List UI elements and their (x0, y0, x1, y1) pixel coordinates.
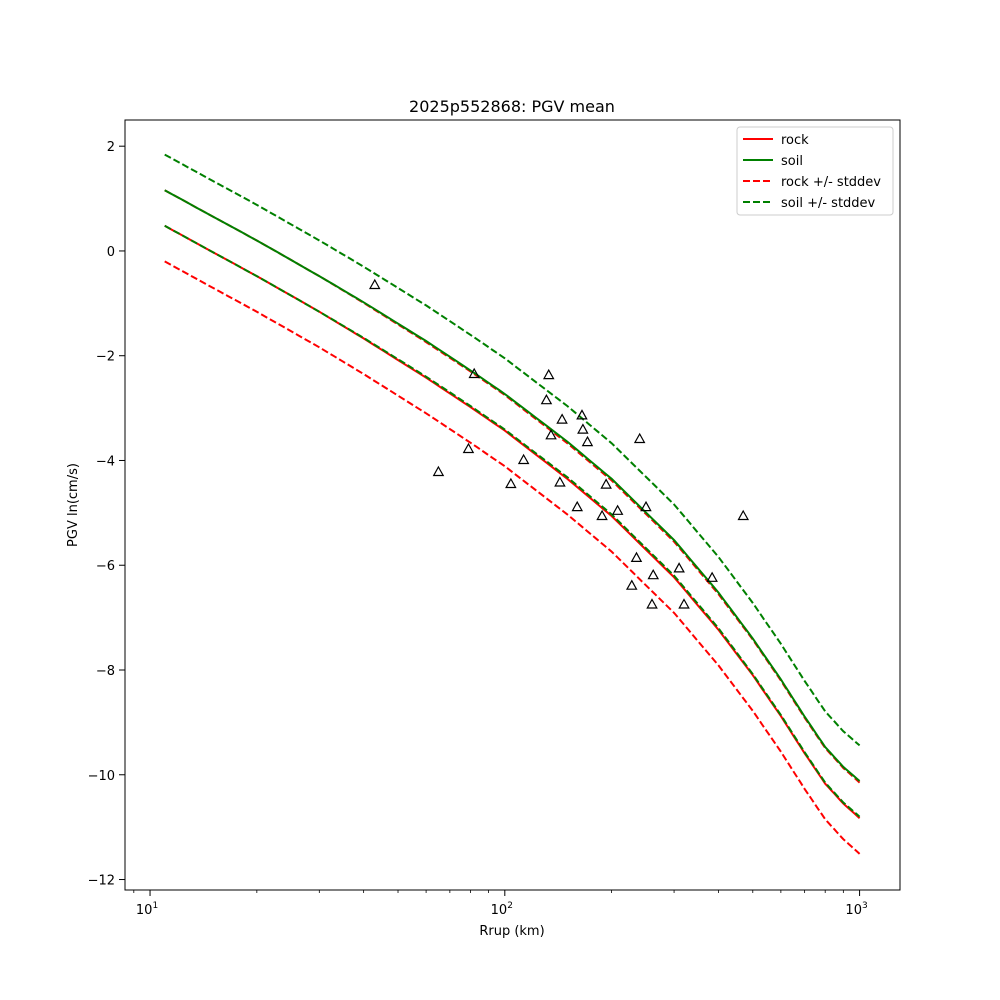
series-line-rock_minus_stddev (164, 260, 861, 855)
legend: rock soil rock +/- stddev soil +/- stddev (736, 126, 894, 216)
series-line-soil_minus_stddev (164, 224, 861, 818)
observation-point (706, 571, 718, 582)
series-layer (164, 153, 861, 855)
observation-point (545, 429, 557, 440)
legend-label: rock +/- stddev (781, 175, 881, 190)
chart-title: 2025p552868: PGV mean (409, 97, 615, 116)
y-tick-label: 0 (107, 245, 115, 260)
observation-point (542, 368, 555, 380)
y-tick-label: −10 (88, 769, 115, 784)
observation-point (640, 500, 652, 512)
x-tick-label: 102 (491, 901, 513, 918)
plot-area (124, 119, 901, 891)
observation-point (432, 465, 445, 477)
y-tick-label: −6 (96, 559, 115, 574)
legend-label: soil (781, 154, 803, 169)
legend-label: soil +/- stddev (781, 196, 876, 211)
y-tick-label: −12 (88, 874, 115, 889)
x-axis-label: Rrup (km) (479, 924, 544, 939)
observation-point (577, 423, 589, 434)
observation-point (554, 476, 566, 487)
observation-point (505, 477, 517, 489)
observation-point (596, 509, 608, 521)
observation-point (600, 478, 612, 489)
y-tick-label: −4 (96, 454, 115, 469)
observation-point (576, 409, 588, 420)
legend-label: rock (781, 133, 809, 148)
observation-point (646, 598, 658, 609)
y-tick-label: −8 (96, 664, 115, 679)
observation-point (633, 432, 646, 444)
y-tick-label: −2 (96, 350, 115, 365)
observation-point (673, 562, 685, 573)
observation-point (647, 568, 660, 580)
x-axis: 101 102 103 (133, 890, 868, 918)
observation-markers (368, 278, 750, 609)
y-axis: 2 0 −2 −4 −6 −8 −10 −12 (88, 140, 125, 889)
observation-point (581, 435, 594, 447)
y-tick-label: 2 (107, 140, 115, 155)
x-tick-label: 101 (136, 901, 158, 918)
x-tick-label: 103 (845, 901, 867, 918)
y-axis-label: PGV ln(cm/s) (66, 463, 81, 547)
plot-frame (124, 119, 901, 891)
observation-point (540, 393, 553, 405)
observation-point (462, 442, 475, 454)
observation-point (737, 509, 750, 521)
observation-point (625, 579, 638, 590)
observation-point (611, 504, 624, 515)
observation-point (368, 278, 381, 290)
observation-point (517, 453, 530, 465)
observation-point (630, 551, 643, 562)
series-line-soil_plus_stddev (164, 153, 861, 747)
observation-point (678, 598, 690, 609)
observation-point (571, 500, 584, 512)
legend-box (736, 126, 894, 216)
observation-point (468, 367, 481, 379)
observation-point (556, 413, 568, 424)
series-line-soil_mean (164, 189, 861, 782)
